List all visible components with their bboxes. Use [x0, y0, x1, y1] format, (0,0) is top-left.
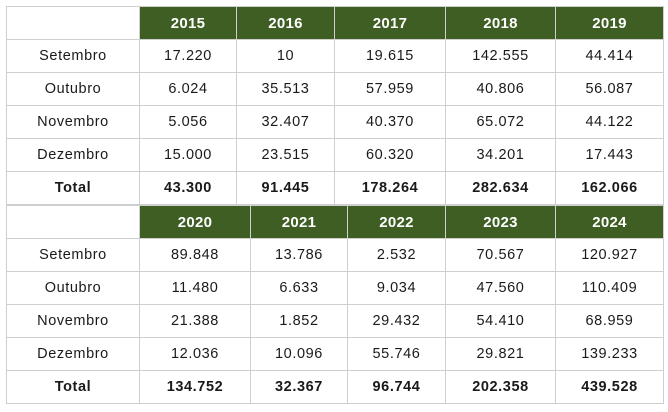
table-cell: 6.024: [139, 72, 237, 106]
row-label: Outubro: [6, 72, 140, 106]
total-cell: 282.634: [445, 171, 556, 205]
year-header: 2020: [139, 205, 251, 239]
table-cell: 44.122: [555, 105, 664, 139]
table-cell: 68.959: [555, 304, 664, 338]
row-label: Dezembro: [6, 138, 140, 172]
table-cell: 10.096: [250, 337, 348, 371]
table-row-setembro: Setembro 17.220 10 19.615 142.555 44.414: [6, 39, 664, 73]
total-cell: 178.264: [334, 171, 446, 205]
total-cell: 162.066: [555, 171, 664, 205]
total-cell: 96.744: [347, 370, 446, 404]
table-cell: 6.633: [250, 271, 348, 305]
header-row: 2020 2021 2022 2023 2024: [6, 205, 664, 239]
table-cell: 55.746: [347, 337, 446, 371]
table-cell: 34.201: [445, 138, 556, 172]
total-cell: 439.528: [555, 370, 664, 404]
table-cell: 142.555: [445, 39, 556, 73]
table-row-novembro: Novembro 5.056 32.407 40.370 65.072 44.1…: [6, 105, 664, 139]
year-header: 2024: [555, 205, 664, 239]
row-label: Novembro: [6, 105, 140, 139]
year-header: 2016: [236, 6, 335, 40]
year-header: 2019: [555, 6, 664, 40]
yearly-table-2015-2019: 2015 2016 2017 2018 2019 Setembro 17.220…: [6, 6, 664, 205]
table-row-total: Total 134.752 32.367 96.744 202.358 439.…: [6, 370, 664, 404]
table-cell: 17.220: [139, 39, 237, 73]
table-cell: 60.320: [334, 138, 446, 172]
table-cell: 139.233: [555, 337, 664, 371]
table-cell: 15.000: [139, 138, 237, 172]
year-header: 2017: [334, 6, 446, 40]
table-row-dezembro: Dezembro 15.000 23.515 60.320 34.201 17.…: [6, 138, 664, 172]
table-cell: 1.852: [250, 304, 348, 338]
total-cell: 43.300: [139, 171, 237, 205]
row-label: Total: [6, 171, 140, 205]
total-cell: 32.367: [250, 370, 348, 404]
table-cell: 17.443: [555, 138, 664, 172]
year-header: 2023: [445, 205, 556, 239]
year-header: 2021: [250, 205, 348, 239]
year-header: 2018: [445, 6, 556, 40]
header-corner: [6, 205, 140, 239]
table-cell: 89.848: [139, 238, 251, 272]
total-cell: 91.445: [236, 171, 335, 205]
yearly-table-2020-2024: 2020 2021 2022 2023 2024 Setembro 89.848…: [6, 205, 664, 404]
table-cell: 57.959: [334, 72, 446, 106]
row-label: Total: [6, 370, 140, 404]
header-row: 2015 2016 2017 2018 2019: [6, 6, 664, 40]
table-cell: 110.409: [555, 271, 664, 305]
table-row-total: Total 43.300 91.445 178.264 282.634 162.…: [6, 171, 664, 205]
row-label: Dezembro: [6, 337, 140, 371]
table-cell: 120.927: [555, 238, 664, 272]
table-row-outubro: Outubro 6.024 35.513 57.959 40.806 56.08…: [6, 72, 664, 106]
table-cell: 40.370: [334, 105, 446, 139]
table-cell: 44.414: [555, 39, 664, 73]
table-row-outubro: Outubro 11.480 6.633 9.034 47.560 110.40…: [6, 271, 664, 305]
row-label: Outubro: [6, 271, 140, 305]
table-cell: 2.532: [347, 238, 446, 272]
table-cell: 10: [236, 39, 335, 73]
table-cell: 35.513: [236, 72, 335, 106]
header-corner: [6, 6, 140, 40]
table-cell: 23.515: [236, 138, 335, 172]
table-cell: 19.615: [334, 39, 446, 73]
table-cell: 54.410: [445, 304, 556, 338]
table-cell: 65.072: [445, 105, 556, 139]
table-cell: 32.407: [236, 105, 335, 139]
table-cell: 29.432: [347, 304, 446, 338]
row-label: Setembro: [6, 39, 140, 73]
table-cell: 13.786: [250, 238, 348, 272]
row-label: Novembro: [6, 304, 140, 338]
table-cell: 70.567: [445, 238, 556, 272]
year-header: 2015: [139, 6, 237, 40]
table-cell: 29.821: [445, 337, 556, 371]
table-cell: 5.056: [139, 105, 237, 139]
table-cell: 40.806: [445, 72, 556, 106]
table-cell: 47.560: [445, 271, 556, 305]
table-cell: 56.087: [555, 72, 664, 106]
table-row-setembro: Setembro 89.848 13.786 2.532 70.567 120.…: [6, 238, 664, 272]
table-cell: 9.034: [347, 271, 446, 305]
table-cell: 21.388: [139, 304, 251, 338]
table-row-dezembro: Dezembro 12.036 10.096 55.746 29.821 139…: [6, 337, 664, 371]
total-cell: 134.752: [139, 370, 251, 404]
table-cell: 12.036: [139, 337, 251, 371]
year-header: 2022: [347, 205, 446, 239]
total-cell: 202.358: [445, 370, 556, 404]
table-cell: 11.480: [139, 271, 251, 305]
table-row-novembro: Novembro 21.388 1.852 29.432 54.410 68.9…: [6, 304, 664, 338]
row-label: Setembro: [6, 238, 140, 272]
